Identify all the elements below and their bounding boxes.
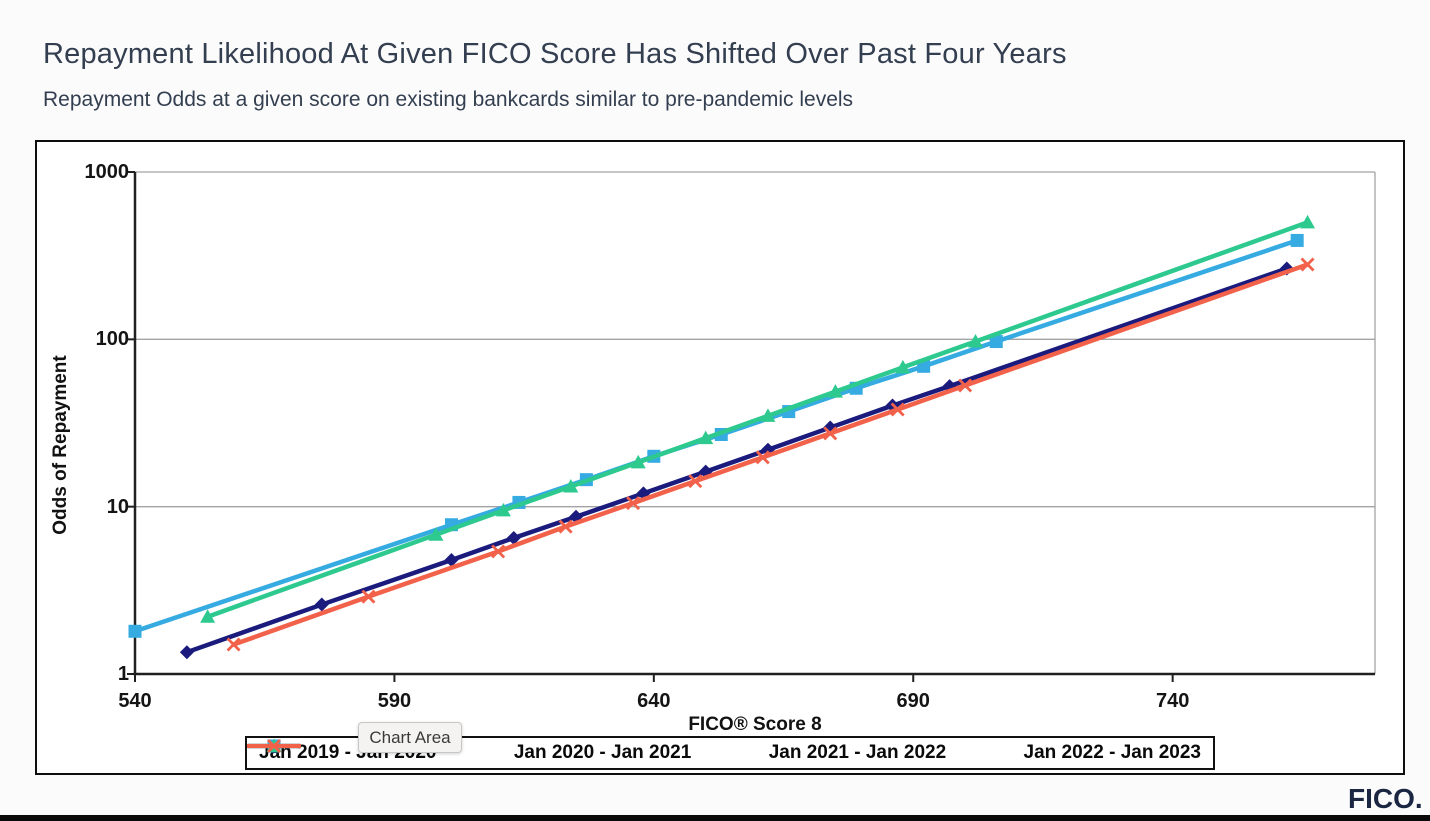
legend-label: Jan 2021 - Jan 2022 bbox=[768, 742, 947, 763]
y-tick-label: 1000 bbox=[84, 161, 130, 183]
chart-frame[interactable]: Odds of Repayment FICO® Score 8 1000 100 1… bbox=[35, 140, 1405, 775]
bottom-accent-bar bbox=[0, 815, 1430, 821]
y-axis-title: Odds of Repayment bbox=[50, 355, 71, 535]
legend-entry-jan-2022-jan-2023[interactable]: Jan 2022 - Jan 2023 bbox=[247, 739, 1201, 764]
legend-label: Jan 2020 - Jan 2021 bbox=[513, 742, 692, 763]
y-tick-label: 10 bbox=[106, 495, 129, 518]
x-marker-icon bbox=[247, 739, 301, 753]
x-axis-title: FICO® Score 8 bbox=[688, 714, 822, 735]
y-tick-label: 1 bbox=[117, 663, 129, 685]
series-jan-2021-jan-2022 bbox=[200, 214, 1316, 623]
x-tick-label: 540 bbox=[118, 690, 152, 712]
legend-label: Jan 2022 - Jan 2023 bbox=[1023, 742, 1201, 763]
page-subtitle: Repayment Odds at a given score on exist… bbox=[43, 88, 854, 111]
x-tick-label: 640 bbox=[637, 690, 671, 712]
legend-entry-jan-2021-jan-2022[interactable]: Jan 2021 - Jan 2022 bbox=[247, 738, 947, 764]
x-tick-label: 590 bbox=[377, 690, 412, 712]
x-tick-label: 740 bbox=[1155, 690, 1190, 712]
y-tick-label: 100 bbox=[95, 328, 129, 351]
x-tick-label: 690 bbox=[896, 690, 930, 712]
series-jan-2019-jan-2020 bbox=[179, 261, 1294, 660]
chart-area-tooltip: Chart Area bbox=[358, 722, 462, 753]
line-chart-plot bbox=[127, 171, 1376, 682]
fico-logo: FICO. bbox=[1348, 783, 1423, 814]
legend-entry-jan-2020-jan-2021[interactable]: Jan 2020 - Jan 2021 bbox=[247, 739, 692, 764]
page-title: Repayment Likelihood At Given FICO Score… bbox=[43, 38, 1067, 70]
series-jan-2022-jan-2023 bbox=[226, 257, 1315, 652]
